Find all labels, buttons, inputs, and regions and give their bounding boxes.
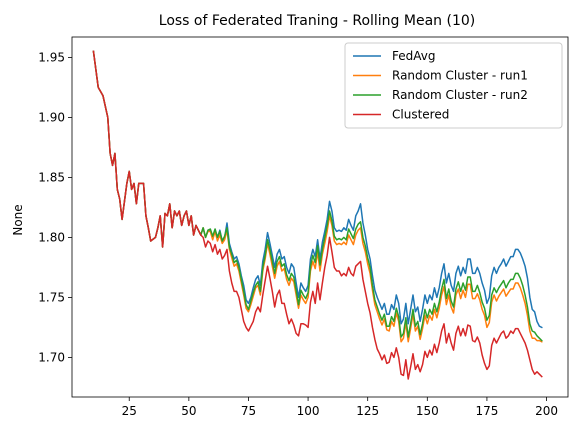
x-tick-label: 175 <box>475 404 498 418</box>
y-axis-label: None <box>11 204 25 235</box>
legend-label-1: FedAvg <box>392 49 435 63</box>
legend: FedAvg Random Cluster - run1 Random Cluste… <box>345 43 562 128</box>
legend-label-2: Random Cluster - run1 <box>392 69 528 83</box>
x-tick-label: 200 <box>535 404 558 418</box>
y-tick-label: 1.80 <box>38 230 65 244</box>
x-tick-label: 25 <box>122 404 137 418</box>
legend-label-3: Random Cluster - run2 <box>392 88 528 102</box>
y-tick-label: 1.95 <box>38 50 65 64</box>
x-tick-label: 150 <box>416 404 439 418</box>
x-tick-label: 100 <box>297 404 320 418</box>
y-tick-label: 1.75 <box>38 290 65 304</box>
y-tick-label: 1.85 <box>38 170 65 184</box>
y-tick-label: 1.90 <box>38 110 65 124</box>
legend-label-4: Clustered <box>392 108 449 122</box>
y-tick-label: 1.70 <box>38 350 65 364</box>
x-tick-label: 50 <box>181 404 196 418</box>
x-tick-label: 125 <box>356 404 379 418</box>
chart-title: Loss of Federated Traning - Rolling Mean… <box>159 13 475 29</box>
x-tick-label: 75 <box>241 404 256 418</box>
